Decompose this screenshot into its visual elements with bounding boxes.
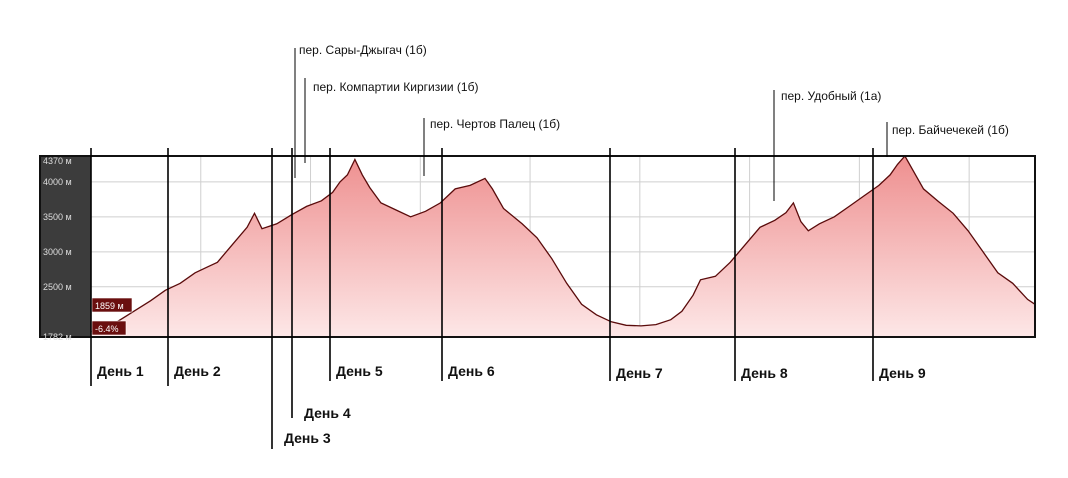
pass-label: пер. Сары-Джыгач (1б)	[299, 43, 427, 57]
day-label: День 2	[174, 363, 221, 379]
day-label: День 4	[304, 405, 351, 421]
day-label: День 1	[97, 363, 144, 379]
y-axis-panel	[40, 156, 91, 337]
day-label: День 6	[448, 363, 495, 379]
day-label: День 9	[879, 365, 926, 381]
grade-readout-badge	[91, 320, 127, 336]
day-label: День 8	[741, 365, 788, 381]
elevation-area	[91, 156, 1035, 337]
y-tick-label: 4370 м	[43, 156, 72, 166]
y-tick-label: 1782 м	[43, 332, 72, 342]
altitude-readout: 1859 м	[95, 301, 124, 311]
pass-label: пер. Компартии Киргизии (1б)	[313, 80, 478, 94]
y-tick-label: 2500 м	[43, 282, 72, 292]
day-label: День 5	[336, 363, 383, 379]
pass-label: пер. Байчечекей (1б)	[892, 123, 1009, 137]
y-tick-label: 4000 м	[43, 177, 72, 187]
pass-label: пер. Удобный (1а)	[781, 89, 881, 103]
plot-frame	[39, 155, 1036, 338]
y-tick-label: 3500 м	[43, 212, 72, 222]
grade-readout: -6.4%	[95, 324, 119, 334]
altitude-readout-badge	[91, 297, 133, 313]
y-tick-label: 3000 м	[43, 247, 72, 257]
pass-label: пер. Чертов Палец (1б)	[430, 117, 560, 131]
day-label: День 7	[616, 365, 663, 381]
day-label: День 3	[284, 430, 331, 446]
elevation-line	[90, 154, 1036, 333]
